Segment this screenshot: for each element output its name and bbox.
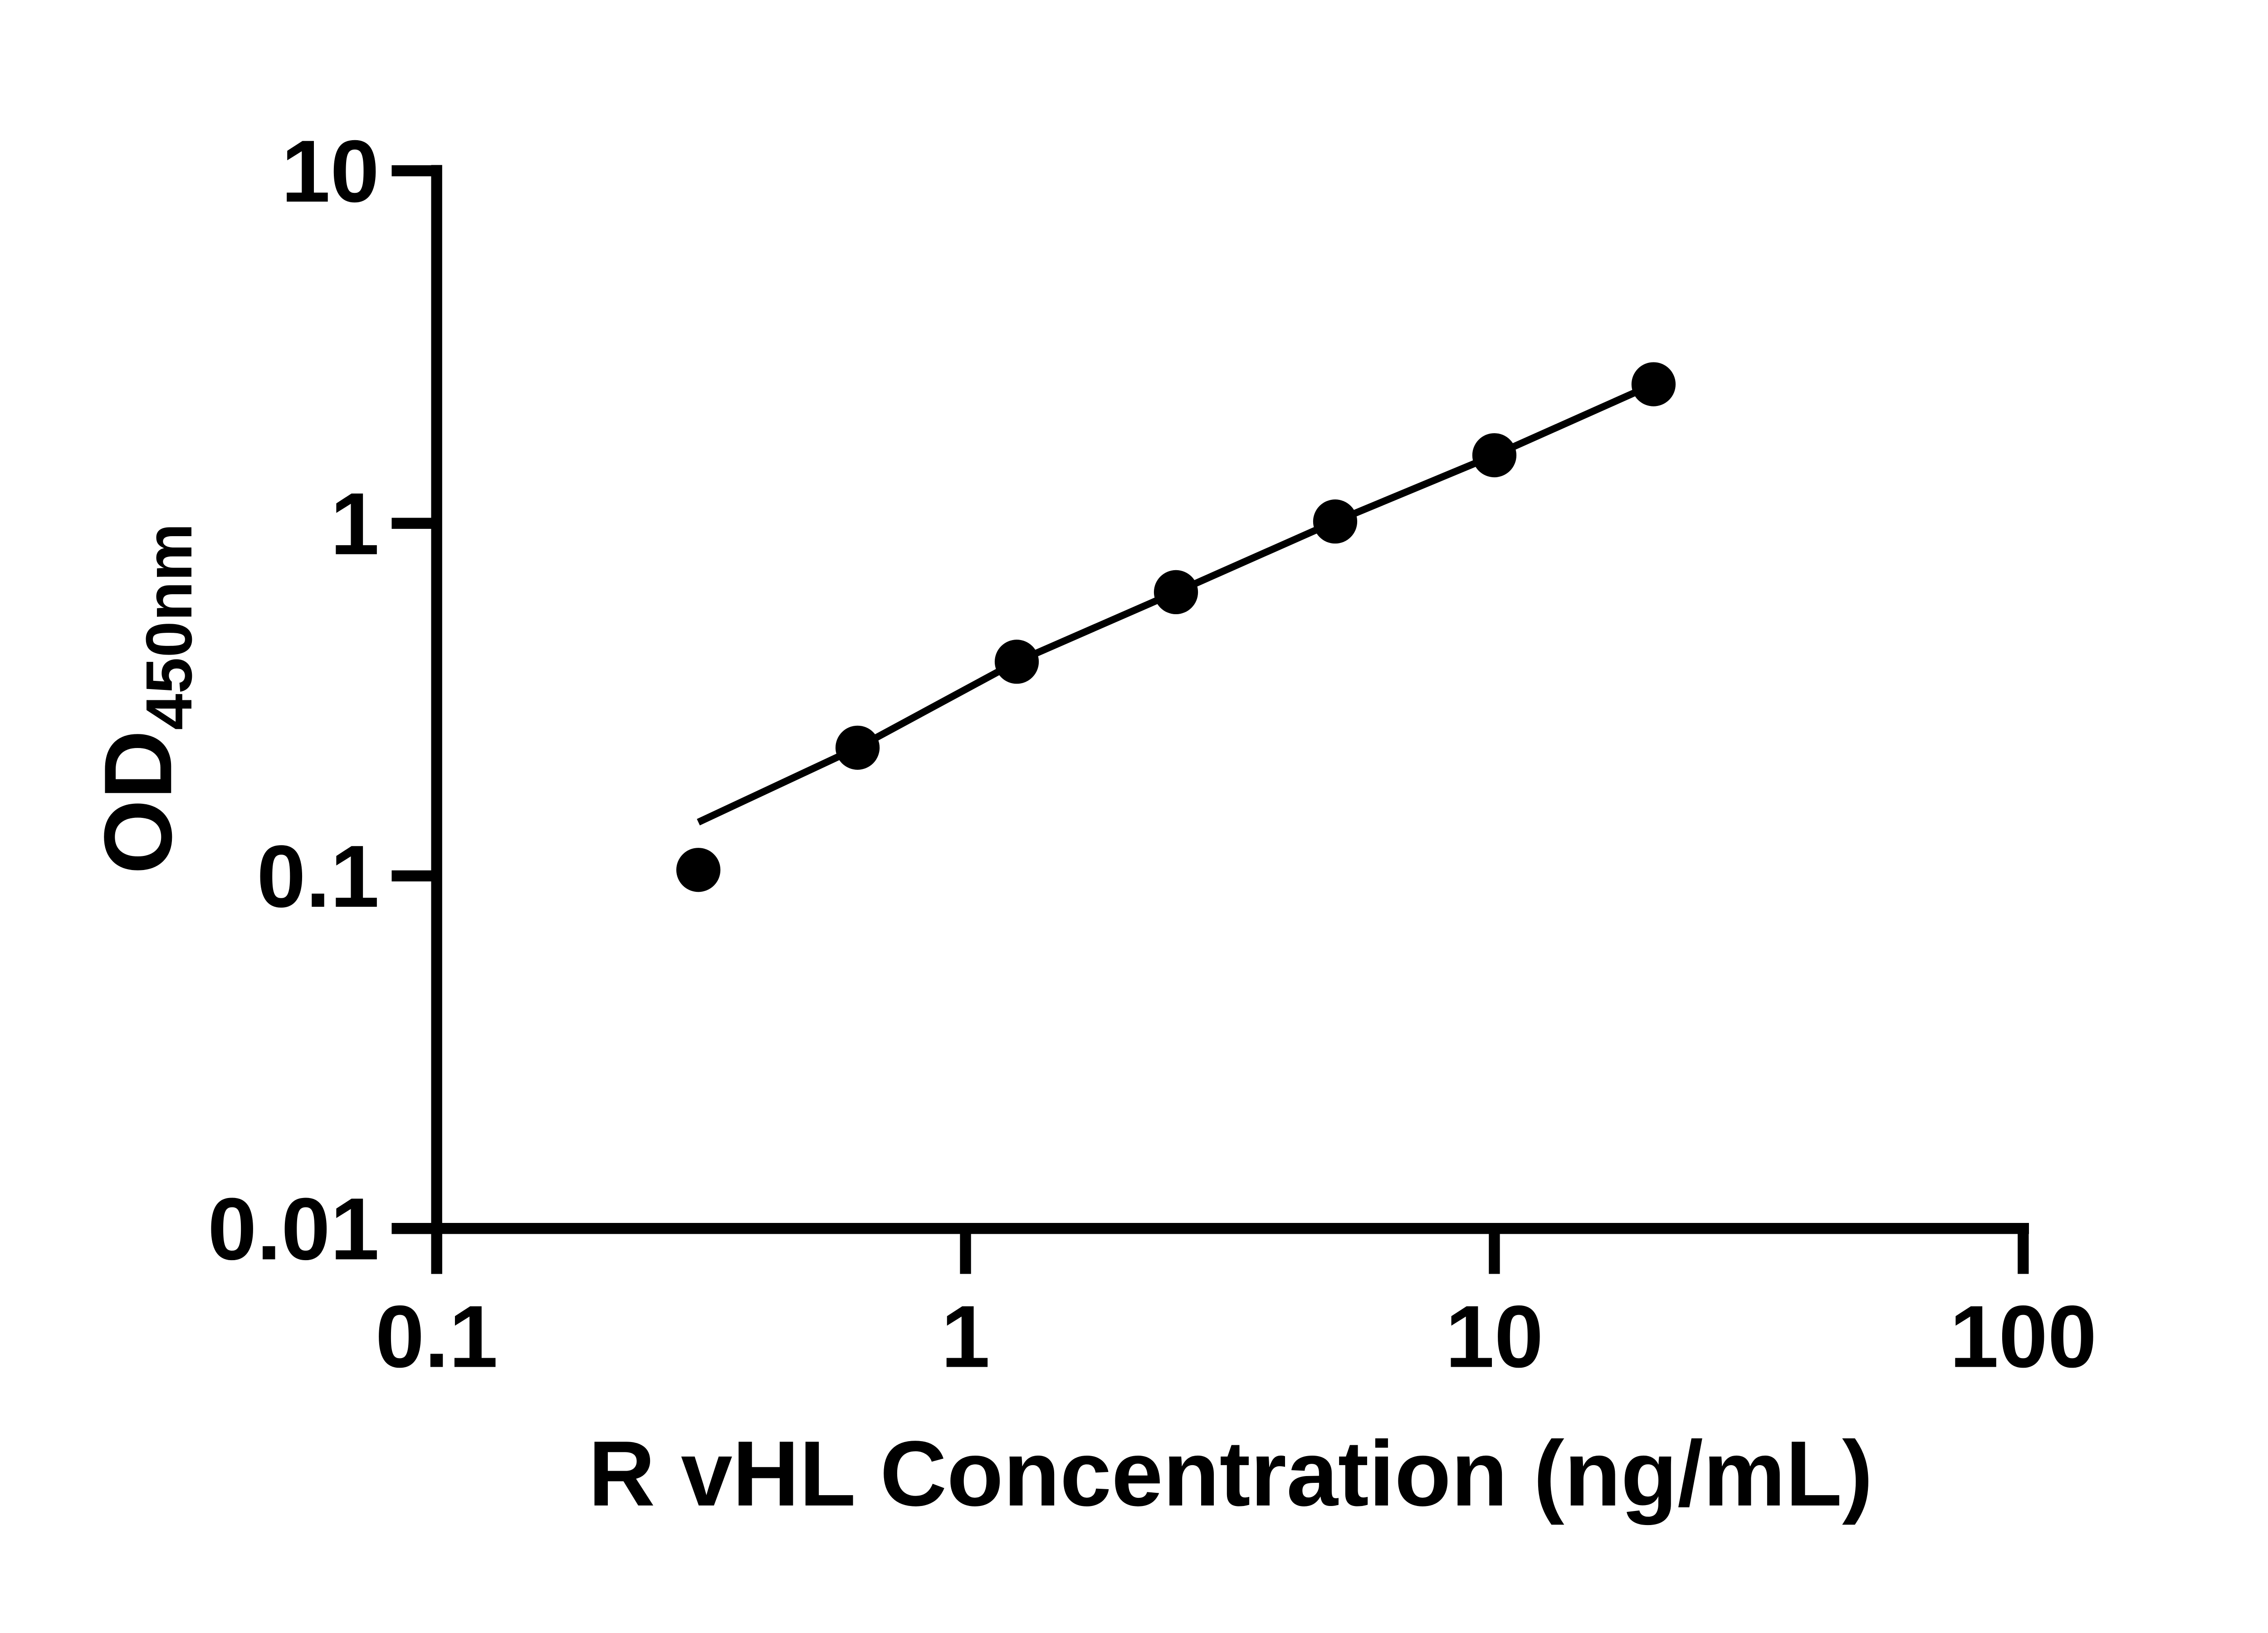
x-tick-label: 0.1	[375, 1288, 498, 1386]
data-point	[1472, 433, 1517, 478]
data-point	[1631, 362, 1676, 406]
data-point	[1313, 499, 1358, 544]
y-axis-title-base: OD	[84, 730, 191, 874]
y-tick-label: 10	[281, 122, 379, 220]
data-point	[1154, 570, 1198, 615]
x-tick-label: 100	[1950, 1288, 2097, 1386]
y-axis-title-subscript: 450nm	[133, 523, 205, 730]
data-point	[835, 725, 880, 770]
y-tick-label: 1	[330, 475, 379, 573]
y-axis-title: OD450nm	[84, 523, 205, 874]
x-tick-label: 1	[941, 1288, 990, 1386]
y-tick-label: 0.01	[208, 1180, 380, 1278]
data-point	[994, 640, 1039, 684]
y-tick-label: 0.1	[257, 827, 379, 926]
x-axis-title: R vHL Concentration (ng/mL)	[588, 1422, 1873, 1525]
x-tick-label: 10	[1445, 1288, 1543, 1386]
data-point	[676, 848, 721, 892]
